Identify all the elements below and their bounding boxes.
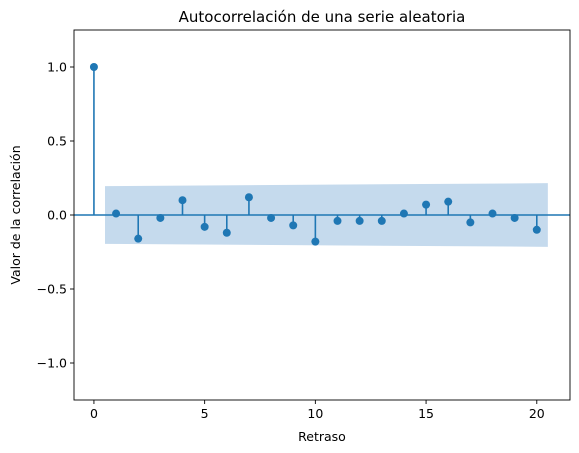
x-tick-label: 5 (201, 406, 209, 421)
y-tick-label: −0.5 (37, 282, 67, 297)
x-tick-label: 15 (418, 406, 434, 421)
y-tick-label: 1.0 (47, 60, 67, 75)
point-lag-4 (178, 196, 187, 205)
point-lag-8 (267, 213, 276, 222)
y-tick-label: 0.5 (47, 134, 67, 149)
point-lag-17 (466, 218, 475, 227)
point-lag-20 (532, 225, 541, 234)
point-lag-5 (200, 222, 209, 231)
x-axis-title: Retraso (298, 429, 346, 444)
point-lag-2 (134, 234, 143, 243)
chart-title: Autocorrelación de una serie aleatoria (179, 8, 466, 26)
point-lag-11 (333, 216, 342, 225)
ticks-layer: 0 5 10 15 20 −1.0 −0.5 0.0 0.5 1.0 (37, 60, 545, 422)
point-lag-7 (244, 193, 253, 202)
y-axis-title: Valor de la correlación (8, 145, 23, 284)
point-lag-18 (488, 209, 497, 218)
x-tick-label: 0 (90, 406, 98, 421)
points-layer (89, 63, 541, 246)
point-lag-9 (289, 221, 298, 230)
point-lag-3 (156, 213, 165, 222)
point-lag-14 (399, 209, 408, 218)
x-tick-label: 10 (307, 406, 323, 421)
point-lag-16 (444, 197, 453, 206)
point-lag-13 (377, 216, 386, 225)
point-lag-1 (112, 209, 121, 218)
y-tick-label: −1.0 (37, 356, 67, 371)
point-lag-6 (222, 228, 231, 237)
x-tick-label: 20 (529, 406, 545, 421)
y-tick-label: 0.0 (47, 208, 67, 223)
point-lag-15 (422, 200, 431, 209)
point-lag-12 (355, 216, 364, 225)
point-lag-19 (510, 213, 519, 222)
point-lag-0 (89, 63, 98, 71)
point-lag-10 (311, 237, 320, 246)
